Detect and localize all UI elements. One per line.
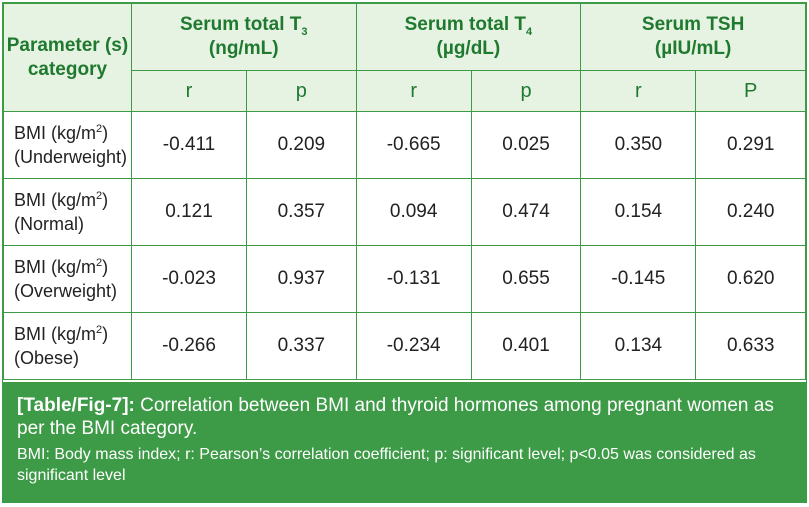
caption-note: BMI: Body mass index; r: Pearson’s corre…: [17, 446, 756, 484]
cell-value: -0.266: [130, 312, 248, 380]
cell-value: 0.121: [130, 178, 248, 246]
caption-tag: [Table/Fig-7]:: [17, 395, 135, 416]
cell-value: -0.145: [580, 245, 697, 313]
row-label: BMI (kg/m2) (Normal): [3, 178, 132, 246]
cell-value: 0.240: [695, 178, 806, 246]
header-parameter: Parameter (s) category: [3, 3, 132, 112]
cell-value: 0.134: [580, 312, 697, 380]
subheader-p: p: [246, 70, 357, 112]
header-t3: Serum total T3 (ng/mL): [130, 3, 357, 71]
cell-value: 0.154: [580, 178, 697, 246]
cell-value: -0.411: [130, 111, 248, 179]
cell-value: -0.665: [355, 111, 472, 179]
table-row: BMI (kg/m2) (Underweight) -0.411 0.209 -0…: [3, 111, 806, 179]
cell-value: 0.937: [246, 245, 357, 313]
cell-value: -0.234: [355, 312, 472, 380]
table-row: BMI (kg/m2) (Normal) 0.121 0.357 0.094 0.…: [3, 178, 806, 246]
cell-value: 0.633: [695, 312, 806, 380]
cell-value: 0.025: [470, 111, 582, 179]
table-row: BMI (kg/m2) (Obese) -0.266 0.337 -0.234 0…: [3, 312, 806, 380]
cell-value: 0.474: [470, 178, 582, 246]
header-t4: Serum total T4 (µg/dL): [355, 3, 582, 71]
correlation-table: Parameter (s) category Serum total T3 (n…: [3, 3, 806, 380]
subheader-r: r: [355, 70, 472, 112]
figure-caption: [Table/Fig-7]: Correlation between BMI a…: [3, 382, 806, 502]
caption-text: Correlation between BMI and thyroid horm…: [17, 395, 774, 439]
cell-value: -0.131: [355, 245, 472, 313]
cell-value: 0.620: [695, 245, 806, 313]
header-tsh: Serum TSH (µIU/mL): [580, 3, 806, 71]
table-row: BMI (kg/m2) (Overweight) -0.023 0.937 -0.…: [3, 245, 806, 313]
subheader-r: r: [580, 70, 697, 112]
cell-value: 0.209: [246, 111, 357, 179]
cell-value: 0.655: [470, 245, 582, 313]
cell-value: 0.357: [246, 178, 357, 246]
caption-title: [Table/Fig-7]: Correlation between BMI a…: [17, 394, 796, 440]
cell-value: 0.337: [246, 312, 357, 380]
subheader-r: r: [130, 70, 248, 112]
row-label: BMI (kg/m2) (Overweight): [3, 245, 132, 313]
cell-value: 0.094: [355, 178, 472, 246]
subheader-p: p: [470, 70, 582, 112]
cell-value: 0.350: [580, 111, 697, 179]
row-label: BMI (kg/m2) (Obese): [3, 312, 132, 380]
cell-value: 0.291: [695, 111, 806, 179]
cell-value: -0.023: [130, 245, 248, 313]
row-label: BMI (kg/m2) (Underweight): [3, 111, 132, 179]
cell-value: 0.401: [470, 312, 582, 380]
subheader-p: P: [695, 70, 806, 112]
